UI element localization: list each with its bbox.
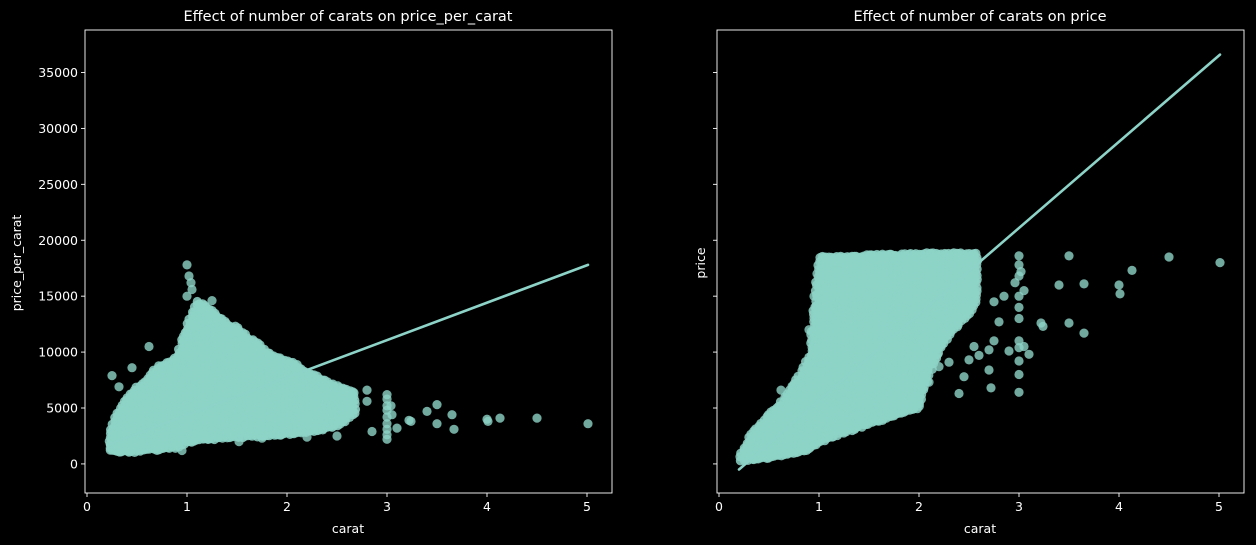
left-chart-y-tick-label: 25000 xyxy=(38,177,78,192)
right-chart-y-axis-label: price xyxy=(693,247,708,278)
left-chart-point xyxy=(483,416,493,426)
left-chart-point xyxy=(382,394,392,404)
left-chart-point xyxy=(232,327,242,337)
left-chart-title: Effect of number of carats on price_per_… xyxy=(184,9,513,25)
left-chart-y-tick-label: 5000 xyxy=(46,401,78,416)
left-chart-frame xyxy=(84,29,613,494)
left-chart-scatter-points xyxy=(104,260,593,457)
left-chart-point xyxy=(302,432,312,442)
left-chart-point xyxy=(449,424,459,434)
right-chart-scatter-points xyxy=(735,248,1225,466)
left-chart-point xyxy=(182,291,192,301)
left-chart-point xyxy=(362,385,372,395)
left-chart-point xyxy=(187,284,197,295)
left-chart-point xyxy=(349,388,359,398)
left-chart-point xyxy=(422,406,432,416)
left-chart-x-tick-label: 5 xyxy=(583,499,591,514)
left-chart-point xyxy=(532,413,542,423)
left-chart-y-tick-label: 35000 xyxy=(38,65,78,80)
left-chart-point xyxy=(447,410,457,420)
left-chart-y-axis: 0 5000 10000 15000 20000 25000 30000 35000 xyxy=(38,65,85,471)
left-chart-point xyxy=(387,410,397,420)
left-chart-point xyxy=(432,400,442,410)
left-chart-point xyxy=(362,396,372,406)
left-chart-y-axis-label: price_per_carat xyxy=(9,215,24,312)
left-chart-y-tick-label: 30000 xyxy=(38,121,78,136)
left-chart-point xyxy=(234,437,244,447)
right-chart-x-axis-label: carat xyxy=(964,521,996,536)
left-chart-point xyxy=(186,278,196,288)
left-chart-point xyxy=(382,434,392,444)
left-chart-panel: Effect of number of carats on price_per_… xyxy=(9,9,613,536)
left-chart-plot-area xyxy=(84,29,613,494)
left-chart-point xyxy=(177,445,187,456)
left-chart-regression-line xyxy=(105,263,590,447)
left-chart-x-tick-label: 2 xyxy=(283,499,291,514)
left-chart-point xyxy=(583,419,593,429)
left-chart-point xyxy=(495,413,505,423)
left-chart-point xyxy=(332,431,342,441)
right-chart-plot-area xyxy=(716,29,1245,494)
left-chart-y-tick-label: 20000 xyxy=(38,233,78,248)
left-chart-point xyxy=(392,423,402,433)
left-chart-point xyxy=(107,371,117,381)
left-chart-point xyxy=(182,260,192,270)
right-chart-title: Effect of number of carats on price xyxy=(853,9,1106,25)
left-chart-x-axis-label: carat xyxy=(332,521,364,536)
left-chart-point xyxy=(432,419,442,429)
left-chart-y-tick-label: 10000 xyxy=(38,345,78,360)
left-chart-x-tick-label: 3 xyxy=(383,499,391,514)
left-chart-point xyxy=(127,363,137,373)
left-chart-point xyxy=(144,341,154,352)
left-chart-point xyxy=(114,382,124,392)
left-chart-point xyxy=(367,426,377,437)
right-chart-panel: Effect of number of carats on price cara… xyxy=(693,9,1245,536)
left-chart-point xyxy=(406,416,416,426)
left-chart-point xyxy=(257,433,267,443)
left-chart-x-tick-label: 1 xyxy=(183,499,191,514)
left-chart-y-tick-label: 0 xyxy=(70,456,78,471)
left-chart-x-axis: 0 1 2 3 4 5 xyxy=(83,493,591,514)
left-chart-x-tick-label: 0 xyxy=(83,499,91,514)
left-chart-x-tick-label: 4 xyxy=(483,499,491,514)
left-chart-point xyxy=(207,296,217,306)
left-chart-point xyxy=(386,401,396,411)
left-chart-y-tick-label: 15000 xyxy=(38,289,78,304)
